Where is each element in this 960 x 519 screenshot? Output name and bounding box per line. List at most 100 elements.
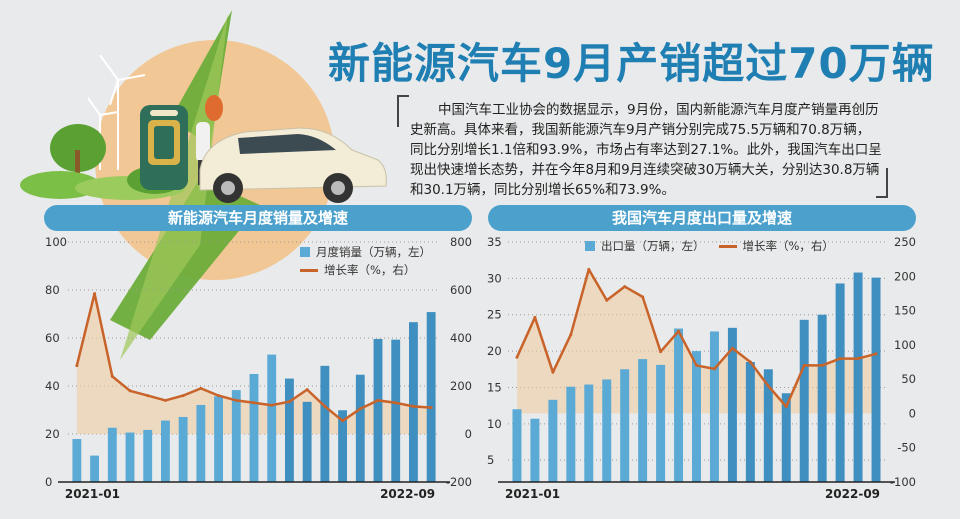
growth-point — [784, 405, 788, 409]
y-right-tick-label: 0 — [909, 406, 916, 420]
bar — [566, 386, 576, 482]
wind-turbine-icon — [87, 54, 146, 170]
legend-item-growth: 增长率（%，右） — [718, 237, 834, 255]
growth-point — [748, 360, 752, 364]
bar — [512, 409, 522, 482]
legend-label: 增长率（%，右） — [742, 239, 834, 253]
y-left-tick-label: 20 — [487, 344, 502, 358]
growth-point — [75, 364, 79, 368]
growth-point — [605, 298, 609, 302]
intro-paragraph: 中国汽车工业协会的数据显示，9月份，国内新能源汽车月度产销量再创历史新高。具体来… — [410, 102, 882, 198]
chart-1-title: 新能源汽车月度销量及增速 — [44, 205, 472, 231]
bar — [853, 272, 863, 482]
chart-nev-sales: 0 20 40 60 80 100 -200 0 200 400 600 800 2021-01 2022… — [45, 235, 472, 501]
bar — [285, 378, 294, 482]
growth-point — [730, 346, 734, 350]
growth-point — [199, 386, 203, 390]
y-right-tick-label: -50 — [897, 441, 916, 455]
y-right-tick-label: 200 — [450, 379, 472, 393]
growth-point — [181, 394, 185, 398]
y-left-tick-label: 20 — [45, 427, 60, 441]
bar — [143, 429, 153, 482]
y-right-tick-label: -200 — [446, 475, 472, 489]
bar — [72, 439, 82, 482]
growth-point — [110, 374, 114, 378]
bar — [656, 364, 666, 482]
growth-point — [429, 406, 433, 410]
growth-point — [394, 401, 398, 405]
growth-point — [641, 295, 645, 299]
bar — [214, 396, 223, 482]
quote-bracket-top-left — [397, 95, 409, 127]
bar — [196, 404, 206, 482]
charging-station-icon — [140, 105, 188, 190]
bar — [584, 384, 594, 482]
growth-point — [623, 285, 627, 289]
bar — [692, 351, 701, 482]
growth-point — [323, 404, 327, 408]
y-left-tick-label: 25 — [487, 308, 502, 322]
growth-area — [516, 269, 877, 414]
growth-point — [411, 404, 415, 408]
bar — [355, 374, 365, 482]
y-right-tick-label: 400 — [450, 331, 472, 345]
bar — [267, 354, 277, 482]
electric-car-icon — [199, 127, 387, 203]
legend-label: 出口量（万辆，左） — [601, 239, 705, 253]
growth-point — [712, 367, 716, 371]
y-right-tick-label: 0 — [465, 427, 472, 441]
bar-swatch-icon — [300, 247, 310, 257]
bar — [409, 322, 418, 482]
bar — [178, 416, 188, 482]
bar — [125, 432, 135, 482]
bar — [763, 369, 773, 482]
growth-point — [533, 315, 537, 319]
chart-2-title: 我国汽车月度出口量及增速 — [488, 205, 916, 231]
bar — [781, 393, 791, 482]
growth-point — [874, 352, 878, 356]
growth-point — [569, 333, 573, 337]
bar — [745, 362, 755, 482]
line-swatch-icon — [300, 268, 318, 272]
bar — [391, 339, 401, 482]
chart-exports: 5 10 15 20 25 30 35 -100 -50 0 50 100 150 200 250 2021-… — [487, 235, 916, 501]
growth-point — [163, 398, 167, 402]
tree-icon — [50, 124, 106, 172]
bar — [620, 369, 630, 482]
bar — [249, 374, 259, 482]
bar — [674, 328, 684, 482]
chart-1-legend: 月度销量（万辆，左） 增长率（%，右） — [300, 243, 431, 279]
legend-label: 月度销量（万辆，左） — [316, 245, 431, 259]
growth-point — [217, 394, 221, 398]
x-tick-label-start: 2021-01 — [505, 487, 560, 501]
y-left-tick-label: 5 — [487, 453, 494, 467]
y-left-tick-label: 10 — [487, 417, 502, 431]
y-right-tick-label: 200 — [894, 269, 916, 283]
x-tick-label-end: 2022-09 — [825, 487, 880, 501]
y-right-tick-label: 800 — [450, 235, 472, 249]
bar — [871, 277, 881, 482]
bar — [320, 365, 330, 482]
bar — [835, 283, 845, 482]
page-title: 新能源汽车9月产销超过70万辆 — [328, 39, 935, 88]
quote-bracket-bottom-right — [876, 168, 888, 198]
growth-point — [766, 384, 770, 388]
bar — [530, 418, 540, 482]
lightning-bolt-shape — [110, 10, 260, 340]
y-right-tick-label: 100 — [894, 338, 916, 352]
bar — [426, 312, 436, 482]
growth-point — [659, 350, 663, 354]
bar — [548, 399, 558, 482]
bar — [231, 390, 241, 482]
bar — [161, 420, 170, 482]
y-right-tick-label: 250 — [894, 235, 916, 249]
growth-point — [802, 363, 806, 367]
y-left-tick-label: 30 — [487, 271, 502, 285]
growth-point — [677, 329, 681, 333]
bar — [602, 379, 612, 482]
growth-point — [287, 400, 291, 404]
bar — [302, 401, 312, 482]
growth-point — [515, 355, 519, 359]
growth-point — [856, 357, 860, 361]
growth-point — [587, 267, 591, 271]
